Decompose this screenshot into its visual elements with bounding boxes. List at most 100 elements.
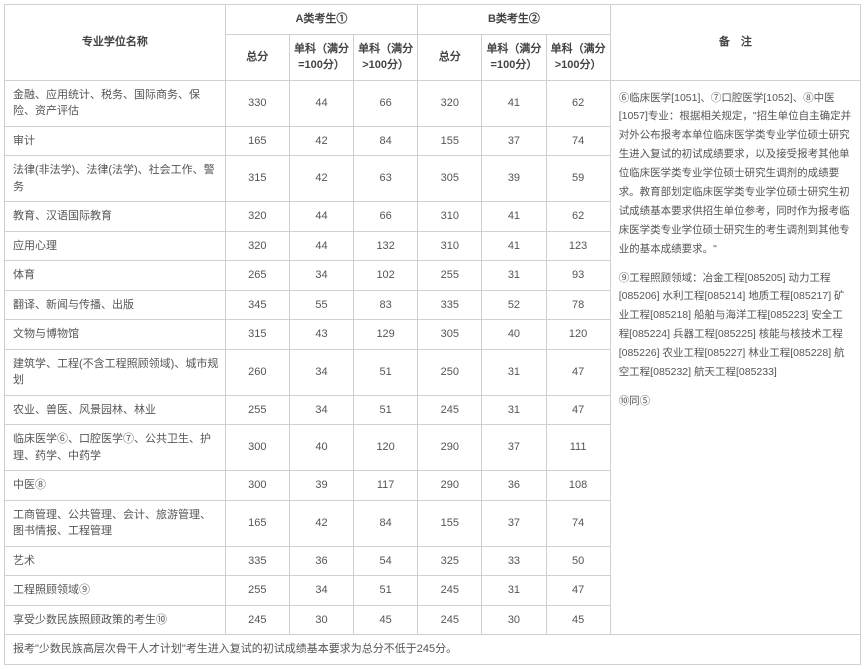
major-name-cell: 农业、兽医、风景园林、林业 (5, 395, 226, 425)
b-g100-cell: 74 (546, 126, 610, 156)
a-s100-cell: 39 (289, 471, 353, 501)
header-a-s100: 单科（满分=100分） (289, 34, 353, 80)
a-g100-cell: 84 (354, 500, 418, 546)
a-s100-cell: 44 (289, 202, 353, 232)
a-g100-cell: 120 (354, 425, 418, 471)
b-total-cell: 320 (418, 80, 482, 126)
a-g100-cell: 54 (354, 546, 418, 576)
a-s100-cell: 40 (289, 425, 353, 471)
notes-cell: ⑥临床医学[1051]、⑦口腔医学[1052]、⑧中医[1057]专业：根据相关… (610, 80, 860, 635)
major-name-cell: 教育、汉语国际教育 (5, 202, 226, 232)
table-header: 专业学位名称 A类考生① B类考生② 备 注 总分 单科（满分=100分） 单科… (5, 5, 861, 81)
a-s100-cell: 34 (289, 349, 353, 395)
header-b-g100: 单科（满分>100分） (546, 34, 610, 80)
b-total-cell: 335 (418, 290, 482, 320)
header-group-a: A类考生① (225, 5, 417, 35)
major-name-cell: 审计 (5, 126, 226, 156)
b-total-cell: 245 (418, 576, 482, 606)
a-total-cell: 255 (225, 395, 289, 425)
b-total-cell: 310 (418, 231, 482, 261)
a-total-cell: 335 (225, 546, 289, 576)
b-total-cell: 155 (418, 500, 482, 546)
major-name-cell: 艺术 (5, 546, 226, 576)
a-total-cell: 265 (225, 261, 289, 291)
b-s100-cell: 41 (482, 80, 546, 126)
a-g100-cell: 117 (354, 471, 418, 501)
major-name-cell: 体育 (5, 261, 226, 291)
header-b-s100: 单科（满分=100分） (482, 34, 546, 80)
a-total-cell: 315 (225, 156, 289, 202)
table-row: 金融、应用统计、税务、国际商务、保险、资产评估33044663204162⑥临床… (5, 80, 861, 126)
a-s100-cell: 55 (289, 290, 353, 320)
a-g100-cell: 51 (354, 395, 418, 425)
b-s100-cell: 31 (482, 395, 546, 425)
b-g100-cell: 47 (546, 395, 610, 425)
header-group-b: B类考生② (418, 5, 610, 35)
b-g100-cell: 93 (546, 261, 610, 291)
a-s100-cell: 34 (289, 395, 353, 425)
a-g100-cell: 84 (354, 126, 418, 156)
a-s100-cell: 43 (289, 320, 353, 350)
header-a-g100: 单科（满分>100分） (354, 34, 418, 80)
major-name-cell: 工商管理、公共管理、会计、旅游管理、图书情报、工程管理 (5, 500, 226, 546)
a-g100-cell: 45 (354, 605, 418, 635)
major-name-cell: 文物与博物馆 (5, 320, 226, 350)
a-s100-cell: 44 (289, 231, 353, 261)
major-name-cell: 中医⑧ (5, 471, 226, 501)
a-total-cell: 345 (225, 290, 289, 320)
header-notes: 备 注 (610, 5, 860, 81)
major-name-cell: 翻译、新闻与传播、出版 (5, 290, 226, 320)
a-total-cell: 320 (225, 231, 289, 261)
major-name-cell: 应用心理 (5, 231, 226, 261)
b-g100-cell: 62 (546, 202, 610, 232)
a-total-cell: 165 (225, 500, 289, 546)
b-g100-cell: 123 (546, 231, 610, 261)
a-g100-cell: 63 (354, 156, 418, 202)
b-s100-cell: 33 (482, 546, 546, 576)
b-total-cell: 155 (418, 126, 482, 156)
b-total-cell: 325 (418, 546, 482, 576)
b-s100-cell: 39 (482, 156, 546, 202)
a-total-cell: 245 (225, 605, 289, 635)
b-g100-cell: 78 (546, 290, 610, 320)
a-g100-cell: 66 (354, 80, 418, 126)
a-total-cell: 320 (225, 202, 289, 232)
a-s100-cell: 42 (289, 500, 353, 546)
a-g100-cell: 129 (354, 320, 418, 350)
major-name-cell: 临床医学⑥、口腔医学⑦、公共卫生、护理、药学、中药学 (5, 425, 226, 471)
b-s100-cell: 40 (482, 320, 546, 350)
a-s100-cell: 34 (289, 261, 353, 291)
b-total-cell: 250 (418, 349, 482, 395)
a-g100-cell: 66 (354, 202, 418, 232)
a-total-cell: 315 (225, 320, 289, 350)
b-total-cell: 310 (418, 202, 482, 232)
a-g100-cell: 83 (354, 290, 418, 320)
a-s100-cell: 42 (289, 126, 353, 156)
b-s100-cell: 36 (482, 471, 546, 501)
a-g100-cell: 51 (354, 349, 418, 395)
b-s100-cell: 37 (482, 500, 546, 546)
b-g100-cell: 50 (546, 546, 610, 576)
a-g100-cell: 51 (354, 576, 418, 606)
b-s100-cell: 31 (482, 261, 546, 291)
b-s100-cell: 52 (482, 290, 546, 320)
a-total-cell: 300 (225, 471, 289, 501)
major-name-cell: 法律(非法学)、法律(法学)、社会工作、警务 (5, 156, 226, 202)
major-name-cell: 工程照顾领域⑨ (5, 576, 226, 606)
b-s100-cell: 37 (482, 126, 546, 156)
a-total-cell: 330 (225, 80, 289, 126)
b-g100-cell: 120 (546, 320, 610, 350)
header-b-total: 总分 (418, 34, 482, 80)
b-total-cell: 255 (418, 261, 482, 291)
b-g100-cell: 45 (546, 605, 610, 635)
b-s100-cell: 31 (482, 576, 546, 606)
table-body: 金融、应用统计、税务、国际商务、保险、资产评估33044663204162⑥临床… (5, 80, 861, 635)
b-s100-cell: 37 (482, 425, 546, 471)
notes-block1: ⑥临床医学[1051]、⑦口腔医学[1052]、⑧中医[1057]专业：根据相关… (619, 89, 852, 259)
b-s100-cell: 41 (482, 202, 546, 232)
b-s100-cell: 41 (482, 231, 546, 261)
header-major-name: 专业学位名称 (5, 5, 226, 81)
a-total-cell: 300 (225, 425, 289, 471)
score-table: 专业学位名称 A类考生① B类考生② 备 注 总分 单科（满分=100分） 单科… (4, 4, 861, 665)
notes-block2: ⑨工程照顾领域：冶金工程[085205] 动力工程[085206] 水利工程[0… (619, 269, 852, 382)
